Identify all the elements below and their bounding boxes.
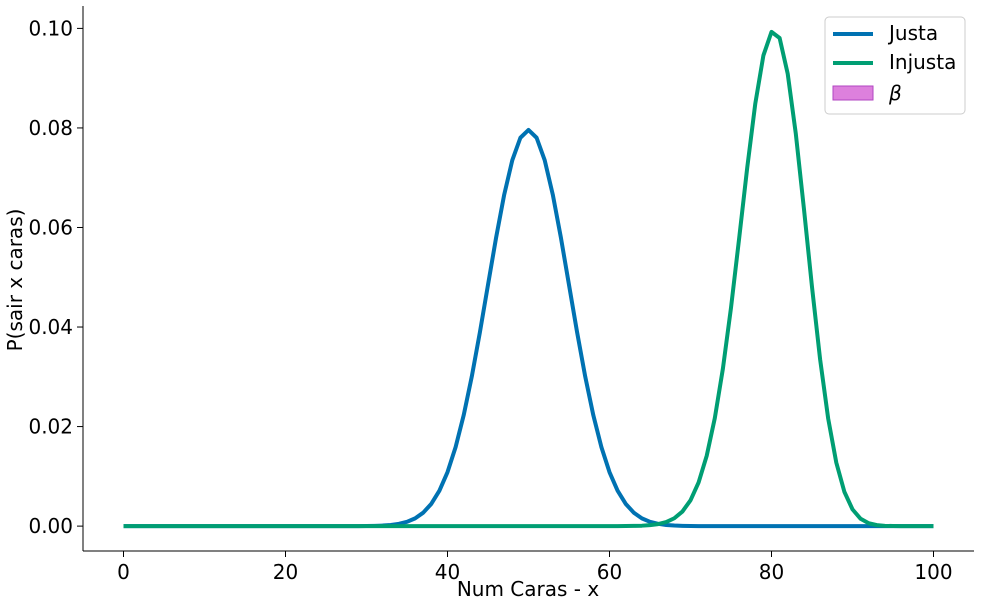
x-axis-title: Num Caras - x — [457, 577, 600, 601]
legend-swatch-beta — [832, 85, 874, 101]
x-tick-label: 60 — [597, 560, 622, 584]
series-layer — [123, 29, 934, 529]
legend-label-justa: Justa — [887, 21, 938, 45]
x-tick-label: 20 — [273, 560, 298, 584]
y-tick-label: 0.06 — [28, 215, 73, 239]
series-line-justa — [123, 127, 934, 529]
legend: Justa Injusta β — [824, 16, 966, 115]
x-tick-label: 40 — [435, 560, 460, 584]
x-tick-label: 80 — [759, 560, 784, 584]
x-ticks: 0 20 40 60 80 100 — [117, 551, 953, 584]
y-ticks: 0.00 0.02 0.04 0.06 0.08 0.10 — [28, 16, 83, 538]
legend-label-beta: β — [888, 81, 902, 105]
y-tick-label: 0.04 — [28, 315, 73, 339]
x-tick-label: 0 — [117, 560, 130, 584]
series-line-injusta — [123, 29, 934, 529]
x-tick-label: 100 — [914, 560, 952, 584]
legend-label-injusta: Injusta — [889, 50, 956, 74]
y-tick-label: 0.00 — [28, 514, 73, 538]
y-tick-label: 0.10 — [28, 16, 73, 40]
y-tick-label: 0.02 — [28, 415, 73, 439]
y-axis-title: P(sair x caras) — [3, 209, 27, 352]
y-tick-label: 0.08 — [28, 116, 73, 140]
